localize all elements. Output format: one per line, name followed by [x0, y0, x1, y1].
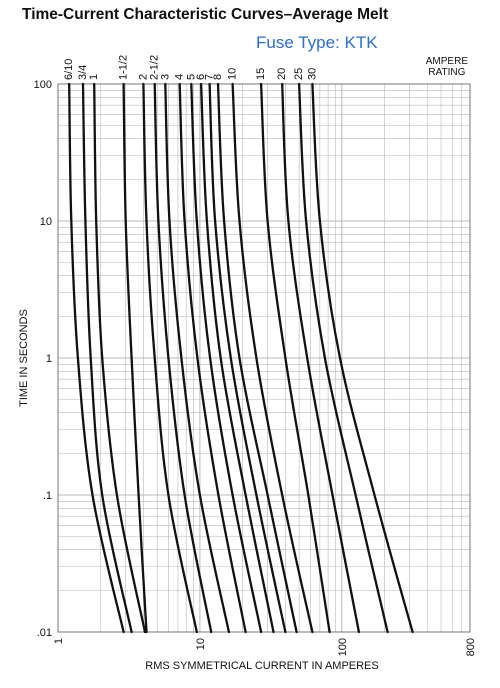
- x-tick-label: 10: [195, 638, 207, 650]
- curve-label: 25: [293, 68, 305, 80]
- curve-7: [208, 82, 287, 634]
- ampere-rating-line1: AMPERE: [425, 56, 468, 67]
- curve-label: 6/10: [63, 59, 75, 80]
- curve-label: 7: [204, 74, 216, 80]
- curve-10: [231, 82, 314, 634]
- curve-label: 2: [137, 74, 149, 80]
- curve-label: 10: [227, 68, 239, 80]
- y-tick-label: 100: [34, 79, 52, 91]
- curve-8: [216, 82, 298, 634]
- y-tick-label: 1: [46, 353, 52, 365]
- curve-label: 6: [195, 74, 207, 80]
- chart-title: Time-Current Characteristic Curves–Avera…: [22, 6, 389, 23]
- curve-label: 8: [212, 74, 224, 80]
- curve-3-4: [81, 82, 133, 634]
- chart-subtitle: Fuse Type: KTK: [256, 33, 378, 52]
- curve-label: 2-1/2: [149, 55, 161, 80]
- curve-15: [259, 82, 331, 634]
- y-tick-label: .1: [43, 490, 52, 502]
- x-tick-label: 100: [337, 638, 349, 656]
- curve-label: 3/4: [77, 65, 89, 80]
- y-tick-label: .01: [37, 627, 52, 639]
- curve-label: 1: [88, 74, 100, 80]
- curve-label: 20: [276, 68, 288, 80]
- plot-frame: [57, 83, 471, 633]
- curve-5: [190, 82, 263, 634]
- curve-2-1-2: [153, 82, 213, 634]
- curve-label: 1-1/2: [118, 55, 130, 80]
- ampere-rating-label: AMPERE RATING: [426, 56, 468, 78]
- x-axis-label: RMS SYMMETRICAL CURRENT IN AMPERES: [145, 660, 379, 672]
- curve-3: [164, 82, 231, 634]
- curve-4: [178, 82, 247, 634]
- curve-label: 15: [255, 68, 267, 80]
- y-tick-label: 10: [40, 216, 52, 228]
- curve-1: [93, 82, 147, 634]
- curve-1-1-2: [122, 82, 148, 634]
- curve-20: [281, 82, 361, 634]
- x-tick-label: 800: [465, 638, 477, 656]
- curve-label: 5: [185, 74, 197, 80]
- curve-label: 30: [306, 68, 318, 80]
- curve-6: [199, 82, 275, 634]
- curve-2: [142, 82, 198, 634]
- x-tick-label: 1: [53, 638, 65, 644]
- curve-30: [311, 82, 414, 634]
- curve-6-10: [68, 82, 125, 634]
- ampere-rating-line2: RATING: [428, 67, 466, 78]
- curve-label: 4: [174, 74, 186, 80]
- curve-25: [297, 82, 389, 634]
- curve-label: 3: [159, 74, 171, 80]
